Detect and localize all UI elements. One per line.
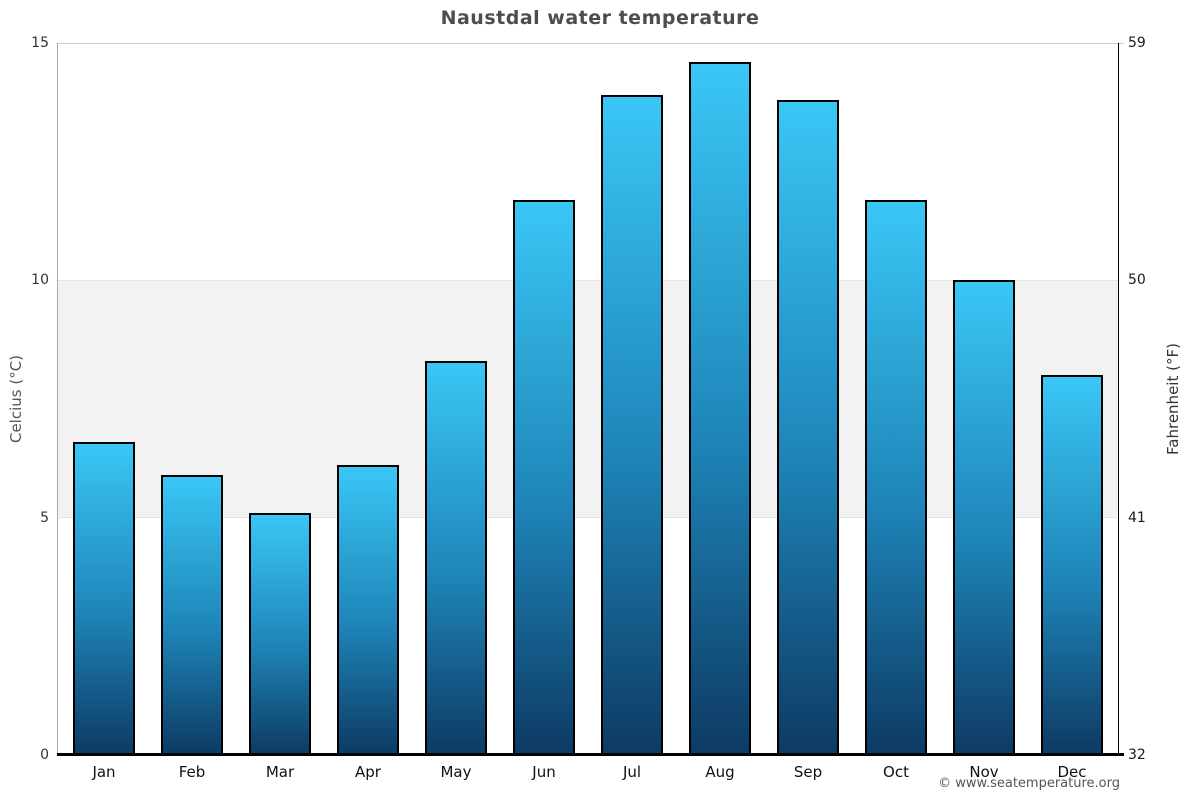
y-tick-left-5: 5 [40, 509, 49, 526]
bar-apr [337, 465, 399, 755]
x-axis-line [57, 753, 1124, 756]
y-axis-right-line [1118, 43, 1119, 755]
bar-feb [161, 474, 223, 755]
y-tick-right-59: 59 [1128, 35, 1146, 51]
x-tick-label-oct: Oct [883, 763, 909, 781]
shaded-band-5-10c [58, 280, 1118, 518]
x-tick-label-dec: Dec [1057, 763, 1087, 781]
bar-aug [689, 62, 751, 755]
y-axis-left-line [57, 43, 58, 755]
y-tick-left-10: 10 [31, 272, 49, 289]
bar-sep [777, 99, 839, 755]
bar-jun [513, 199, 575, 755]
y-axis-title-fahrenheit: Fahrenheit (°F) [1164, 343, 1182, 455]
x-tick-label-apr: Apr [355, 763, 381, 781]
x-tick-label-feb: Feb [178, 763, 206, 781]
y-tick-right-50: 50 [1128, 272, 1146, 289]
bar-mar [249, 512, 311, 755]
bar-nov [953, 280, 1015, 755]
y-tick-left-0: 0 [40, 747, 49, 763]
bar-oct [865, 199, 927, 755]
bar-jul [601, 95, 663, 755]
x-tick-label-nov: Nov [969, 763, 999, 781]
y-tick-left-15: 15 [31, 35, 49, 51]
bar-jan [73, 441, 135, 755]
x-tick-label-jan: Jan [92, 763, 116, 781]
x-tick-label-may: May [440, 763, 472, 781]
x-tick-label-sep: Sep [793, 763, 823, 781]
y-tick-right-41: 41 [1128, 509, 1146, 526]
plot-area [57, 43, 1124, 756]
bar-may [425, 361, 487, 755]
x-tick-label-jun: Jun [532, 763, 556, 781]
bar-dec [1041, 375, 1103, 755]
y-tick-right-32: 32 [1128, 747, 1146, 763]
y-axis-title-celsius: Celcius (°C) [7, 354, 25, 444]
copyright-text: © www.seatemperature.org [938, 776, 1120, 791]
x-tick-label-aug: Aug [705, 763, 735, 781]
x-tick-label-mar: Mar [265, 763, 295, 781]
gridline-15c [58, 43, 1124, 44]
chart-title: Naustdal water temperature [440, 7, 760, 29]
x-tick-label-jul: Jul [622, 763, 642, 781]
